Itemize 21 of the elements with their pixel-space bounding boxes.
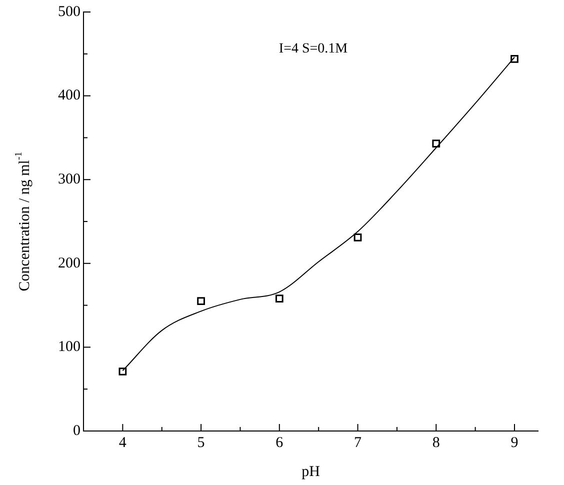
point: [118, 368, 127, 376]
annotation: I=4 S=0.1M: [278, 42, 348, 57]
x-tick-label: 9: [510, 434, 518, 451]
y-tick-label: 400: [58, 88, 80, 104]
y-tick-label: 500: [58, 4, 80, 20]
point: [354, 233, 362, 242]
x-tick-label: 8: [432, 434, 440, 451]
x-tick-label: 4: [118, 434, 127, 451]
point: [197, 297, 205, 306]
y-axis-title: Concentration / ng ml-1: [14, 152, 33, 292]
y-tick-label: 100: [58, 339, 80, 356]
y-tick-label: 200: [58, 255, 80, 272]
x-tick-label: 6: [276, 434, 284, 451]
x-tick-label: 5: [197, 434, 205, 451]
x-axis-title: pH: [302, 464, 320, 480]
x-tick-label: 7: [354, 434, 362, 451]
y-tick-label: 300: [58, 172, 80, 188]
point: [275, 294, 284, 303]
point: [432, 140, 440, 148]
point: [510, 54, 518, 63]
y-tick-label: 0: [73, 422, 80, 439]
